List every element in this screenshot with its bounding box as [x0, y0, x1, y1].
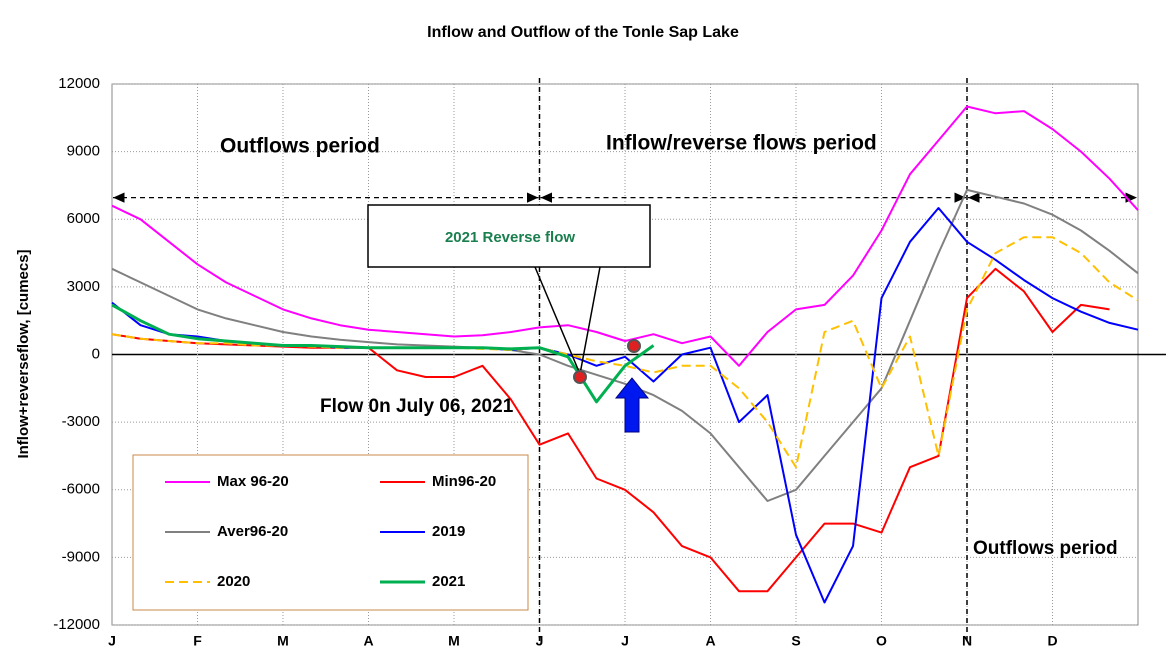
y-tick-label: 9000	[67, 143, 100, 160]
flow-zero-marker	[627, 339, 641, 353]
legend-label: 2020	[217, 573, 250, 590]
x-tick-label: A	[705, 633, 715, 649]
series-line	[111, 188, 1139, 502]
y-axis-label: Inflow+reverseflow, [cumecs]	[15, 249, 32, 458]
legend: Max 96-20 Min96-20 Aver96-20 2019 2020 2021	[165, 473, 496, 590]
plot-area: -12000 -9000 -6000 -3000 0 3000 6000 9000 12000 J…	[53, 75, 1166, 649]
x-tick-label: J	[621, 633, 629, 649]
x-tick-label: D	[1047, 633, 1057, 649]
annotation: Outflows period	[973, 538, 1118, 559]
legend-label: Min96-20	[432, 473, 496, 490]
callout-text: 2021 Reverse flow	[445, 229, 575, 246]
up-arrow	[614, 377, 650, 433]
legend-label: 2021	[432, 573, 465, 590]
callout-box	[367, 204, 651, 268]
series-line	[111, 105, 1139, 367]
x-tick-label: A	[363, 633, 373, 649]
y-tick-label: -9000	[62, 548, 100, 565]
chart-title: Inflow and Outflow of the Tonle Sap Lake	[427, 24, 739, 41]
x-tick-label: O	[876, 633, 887, 649]
y-tick-label: -6000	[62, 481, 100, 498]
annotation: Outflows period	[220, 135, 380, 158]
x-tick-label: M	[277, 633, 289, 649]
legend-label: Max 96-20	[217, 473, 289, 490]
y-tick-label: 12000	[58, 75, 100, 92]
flow-zero-marker	[573, 370, 587, 384]
y-tick-label: 3000	[67, 278, 100, 295]
x-tick-label: M	[448, 633, 460, 649]
y-tick-label: -12000	[53, 616, 100, 633]
legend-label: Aver96-20	[217, 523, 288, 540]
x-tick-label: S	[791, 633, 800, 649]
y-tick-label: 6000	[67, 210, 100, 227]
series-line	[111, 303, 655, 404]
x-tick-label: J	[108, 633, 116, 649]
annotation: Inflow/reverse flows period	[606, 132, 877, 155]
x-tick-label: F	[193, 633, 202, 649]
y-tick-label: 0	[92, 345, 100, 362]
legend-label: 2019	[432, 523, 465, 540]
annotation: Flow 0n July 06, 2021	[320, 396, 514, 417]
y-tick-label: -3000	[62, 413, 100, 430]
